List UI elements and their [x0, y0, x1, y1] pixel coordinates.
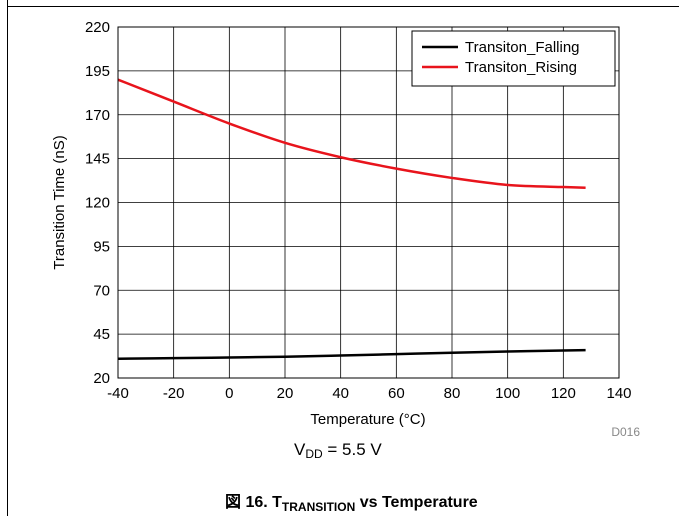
- y-tick-label: 220: [85, 19, 110, 36]
- page-frame-left: [7, 0, 8, 516]
- y-tick-label: 145: [85, 151, 110, 168]
- series-lines: [117, 78, 586, 360]
- legend: Transiton_Falling Transiton_Rising: [411, 30, 616, 87]
- x-tick-label: 40: [332, 385, 349, 402]
- y-axis-title: Transition Time (nS): [51, 135, 68, 269]
- series-line-rising: [117, 78, 586, 190]
- series-line-falling: [117, 348, 586, 360]
- plot-border: [117, 26, 620, 379]
- caption-prefix: 図 16. T: [225, 494, 282, 511]
- x-tick-label: -20: [163, 385, 185, 402]
- x-tick-label: 100: [495, 385, 520, 402]
- y-tick-label: 95: [93, 238, 110, 255]
- condition-subscript: DD: [305, 447, 323, 461]
- y-tick-label: 170: [85, 107, 110, 124]
- x-tick-label: 60: [388, 385, 405, 402]
- figure-code: D016: [611, 425, 640, 439]
- x-tick-label: 0: [225, 385, 233, 402]
- caption-suffix: vs Temperature: [355, 494, 478, 511]
- y-tick-label: 45: [93, 326, 110, 343]
- legend-label-falling: Transiton_Falling: [465, 39, 580, 56]
- y-tick-label: 195: [85, 63, 110, 80]
- figure-caption: 図 16. TTRANSITION vs Temperature: [225, 488, 478, 514]
- legend-box: [411, 30, 616, 87]
- x-tick-label: 80: [444, 385, 461, 402]
- y-tick-label: 20: [93, 370, 110, 387]
- x-tick-label: 20: [277, 385, 294, 402]
- legend-label-rising: Transiton_Rising: [465, 59, 577, 76]
- x-tick-label: 140: [606, 385, 631, 402]
- caption-subscript: TRANSITION: [281, 500, 356, 514]
- x-tick-label: 120: [551, 385, 576, 402]
- tick-labels: -40 -20 0 20 40 60 80 100 120 140 20 45 70 95 120 145 17…: [85, 19, 632, 402]
- condition-value: = 5.5 V: [322, 440, 382, 459]
- condition-v: V: [294, 440, 306, 459]
- y-tick-label: 120: [85, 195, 110, 212]
- page-frame-top: [7, 6, 679, 7]
- y-tick-label: 70: [93, 282, 110, 299]
- x-tick-label: -40: [107, 385, 129, 402]
- x-axis-title: Temperature (°C): [310, 411, 425, 428]
- condition-label: VDD = 5.5 V: [294, 440, 382, 461]
